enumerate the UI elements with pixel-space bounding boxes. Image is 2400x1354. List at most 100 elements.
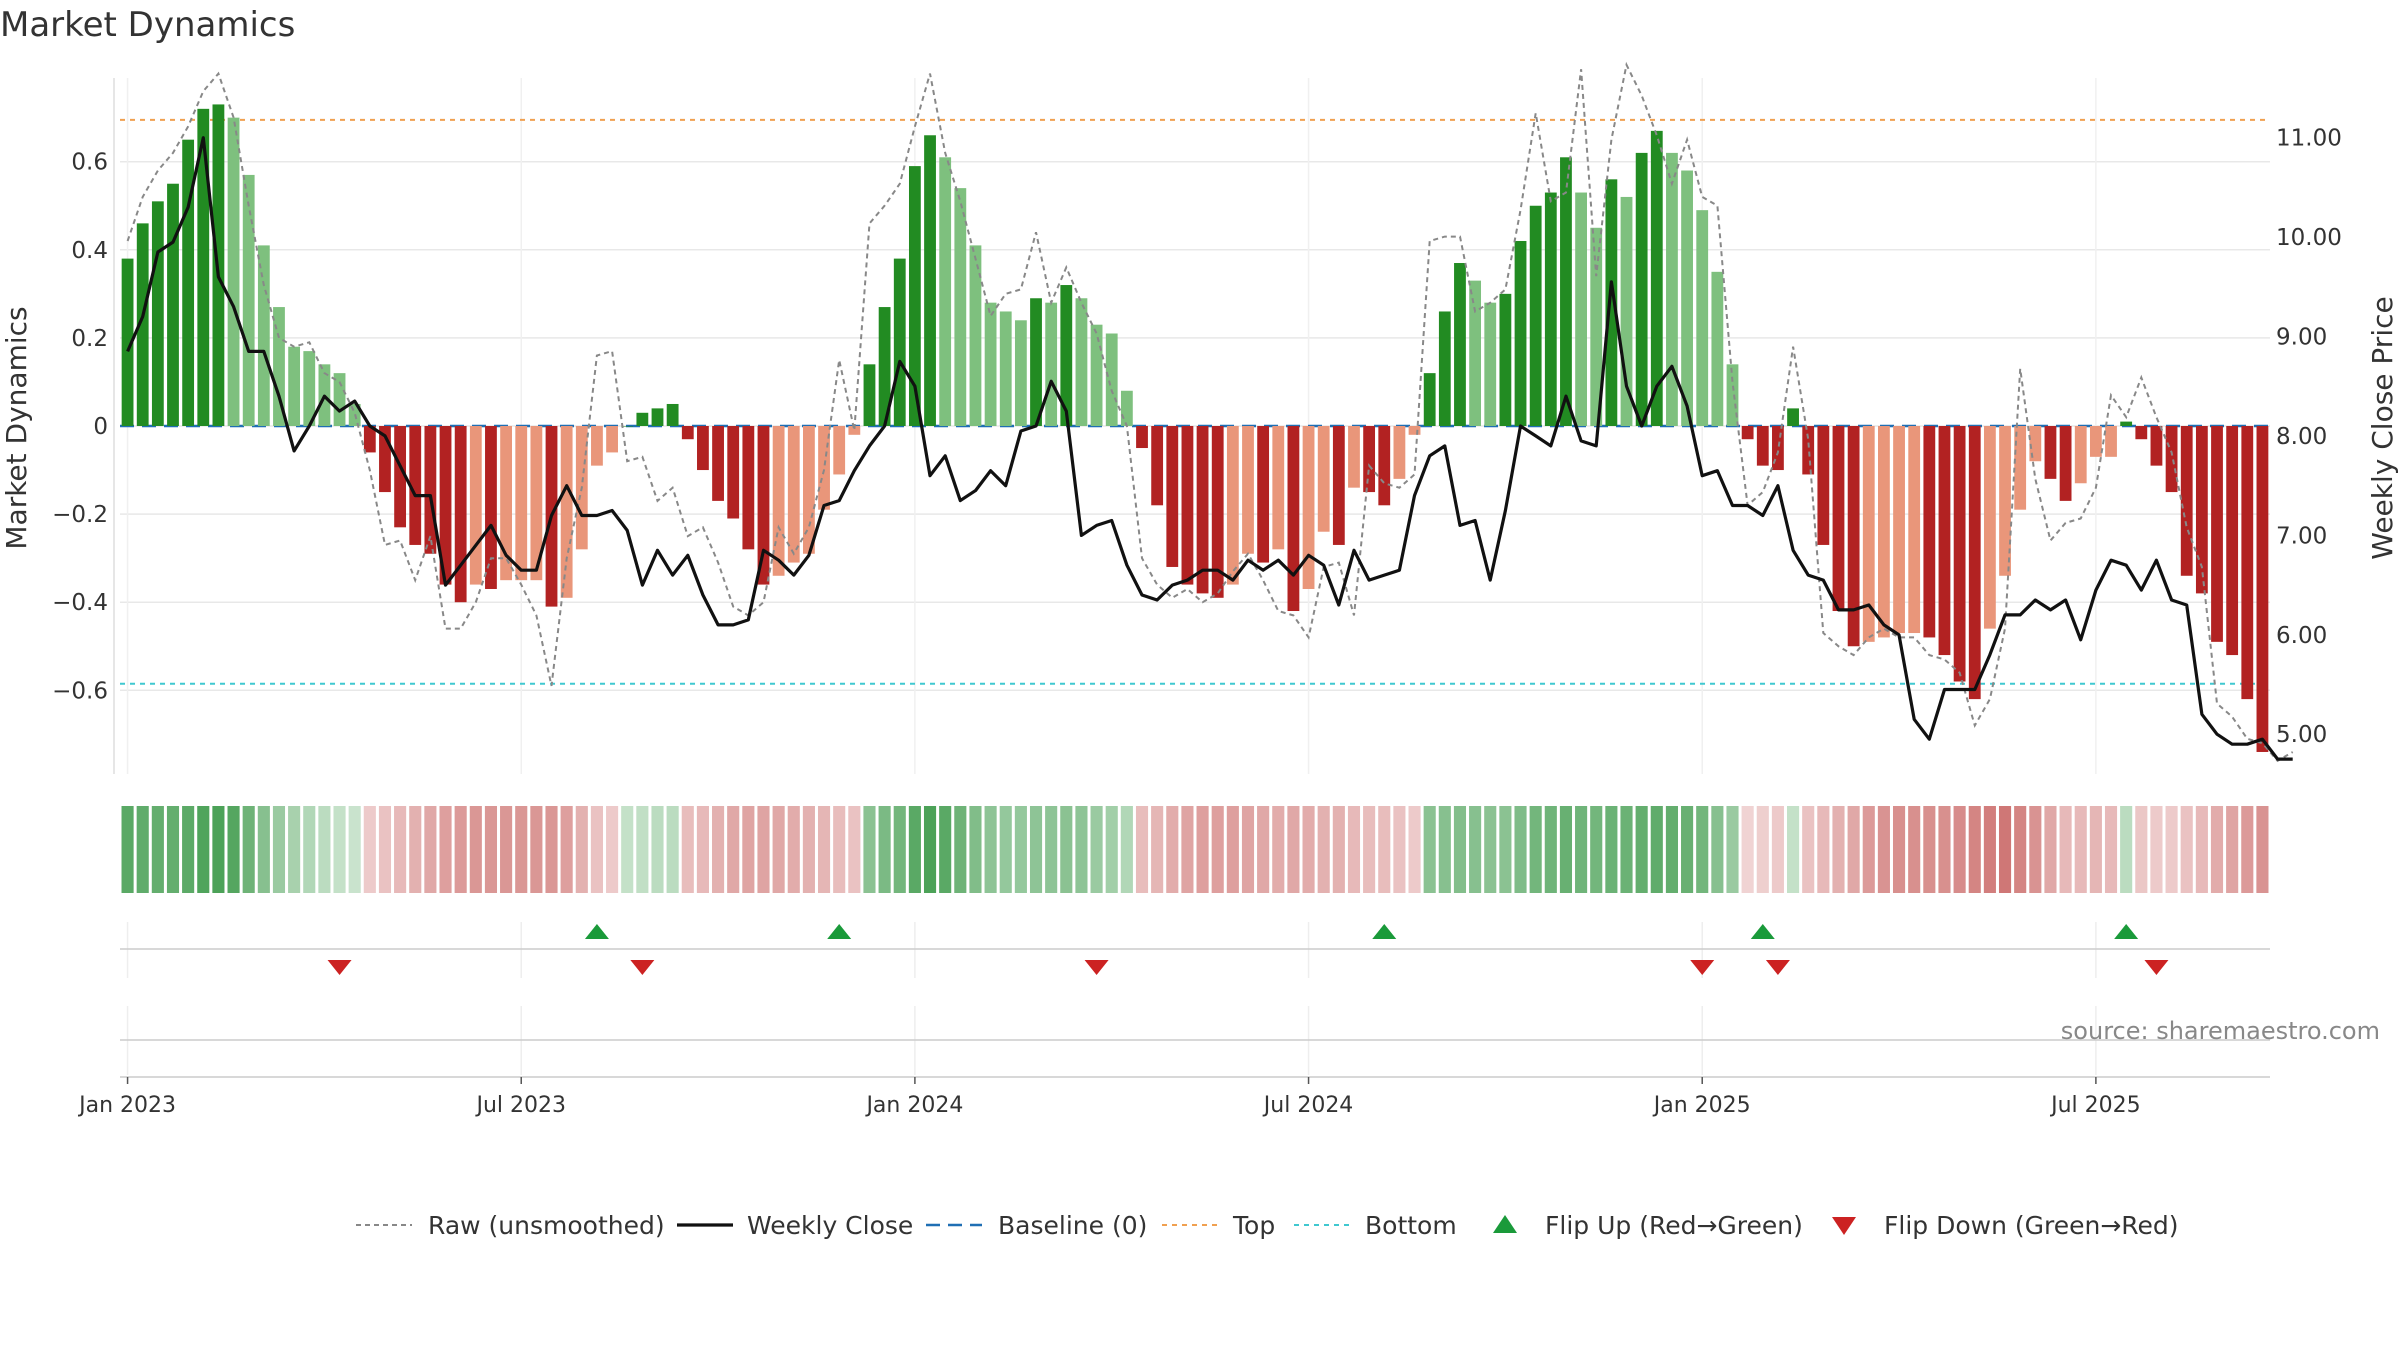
signal-strip-cell [923,806,937,893]
dynamics-bar [681,426,694,440]
dynamics-bar [469,426,482,585]
dynamics-bar [697,426,709,471]
signal-strip-cell [1802,806,1815,893]
dynamics-bar [1060,285,1073,426]
source-label: source: sharemaestro.com [2061,1017,2380,1045]
dynamics-bar [651,408,664,426]
dynamics-bar [1151,426,1164,506]
dynamics-bar [1211,426,1224,598]
dynamics-bar [1242,426,1254,554]
signal-strip-cell [727,806,740,893]
y-tick-label: −0.6 [52,678,108,704]
signal-strip-cell [1241,806,1255,893]
dynamics-bar [1711,271,1724,426]
dynamics-bar [757,426,770,585]
x-tick-label: Jul 2023 [474,1093,566,1118]
dynamics-bar [197,108,210,426]
signal-strip-cell [772,806,785,893]
signal-strip-cell [257,806,270,893]
dynamics-bar [1408,426,1421,435]
dynamics-bar [379,426,391,493]
chart-title: Market Dynamics [0,5,295,45]
signal-strip-cell [1998,806,2012,893]
signal-strip-cell [696,806,709,893]
dynamics-bar [333,373,346,426]
y2-axis-label: Weekly Close Price [2366,296,2399,559]
signal-strip-cell [1605,806,1618,893]
dynamics-bar [227,117,240,426]
dynamics-bar [848,426,861,435]
flip-down-marker [1084,960,1109,975]
signal-strip-cell [1075,806,1088,893]
legend-item-baseline: Baseline (0) [926,1211,1147,1240]
signal-strip-cell [817,806,831,893]
dynamics-bar [485,426,497,589]
dynamics-bar [303,351,316,426]
dynamics-bar [1348,426,1360,488]
signal-strip-cell [1484,806,1497,893]
y2-tick-label: 6.00 [2276,623,2327,649]
dynamics-bar [2195,426,2208,594]
signal-strip-cell [288,806,301,893]
dynamics-bar [727,426,740,519]
signal-strip-cell [1332,806,1345,893]
dynamics-bar [1166,426,1179,567]
dynamics-bar [2180,426,2193,576]
dynamics-bar [606,426,618,453]
dynamics-bar [1454,263,1466,426]
signal-strip-cell [621,806,634,893]
signal-strip-cell [1908,806,1921,893]
signal-strip-cell [1575,806,1588,893]
signal-strip-cell [1272,806,1285,893]
signal-strip-cell [2029,806,2042,893]
flip-down-marker [630,960,655,975]
dynamics-bar [1999,426,2011,576]
signal-strip-cell [1787,806,1800,893]
signal-strip-cell [1287,806,1300,893]
signal-strip-cell [1181,806,1194,893]
signal-strip-cell [1347,806,1361,893]
signal-strip-cell [1847,806,1860,893]
signal-strip-cell [363,806,376,893]
signal-strip-cell [1968,806,1981,893]
dynamics-bar [454,426,467,603]
signal-strip-cell [121,806,134,893]
dynamics-bar [1575,192,1587,426]
dynamics-bar [803,426,815,554]
signal-strip-cell [984,806,997,893]
dynamics-bar [1484,302,1497,426]
signal-strip-cell [636,806,649,893]
signal-strip-cell [166,806,180,893]
legend-item-raw: Raw (unsmoothed) [356,1211,665,1240]
dynamics-bar [288,346,301,426]
weekly-close-line [126,136,2293,761]
dynamics-bar [1196,426,1209,594]
dynamics-bar [999,311,1012,426]
dynamics-bar [2226,426,2239,656]
dynamics-bar [1938,426,1951,656]
dynamics-bar [1469,280,1482,426]
signal-strip-cell [833,806,846,893]
dynamics-bar [151,201,164,426]
dynamics-bar [1802,426,1815,475]
dynamics-bar [2059,426,2072,501]
signal-strip-cell [1393,806,1406,893]
x-tick-label: Jan 2024 [864,1093,963,1118]
signal-strip-cell [1726,806,1739,893]
raw-line [126,61,2294,763]
signal-strip-cell [212,806,225,893]
x-tick-label: Jan 2025 [1652,1093,1751,1118]
dynamics-bar [2256,426,2269,752]
dynamics-bar [1105,333,1118,426]
dynamics-bar [863,364,876,426]
signal-strip-cell [908,806,921,893]
signal-strip-cell [227,806,240,893]
dynamics-bar [1499,293,1512,426]
signal-strip-cell [848,806,861,893]
dynamics-bar [1726,364,1739,426]
y2-tick-label: 9.00 [2276,325,2327,351]
signal-strip-cell [2135,806,2148,893]
signal-strip-cell [1302,806,1315,893]
signal-strip-cell [409,806,422,893]
dynamics-bar [2211,426,2223,642]
